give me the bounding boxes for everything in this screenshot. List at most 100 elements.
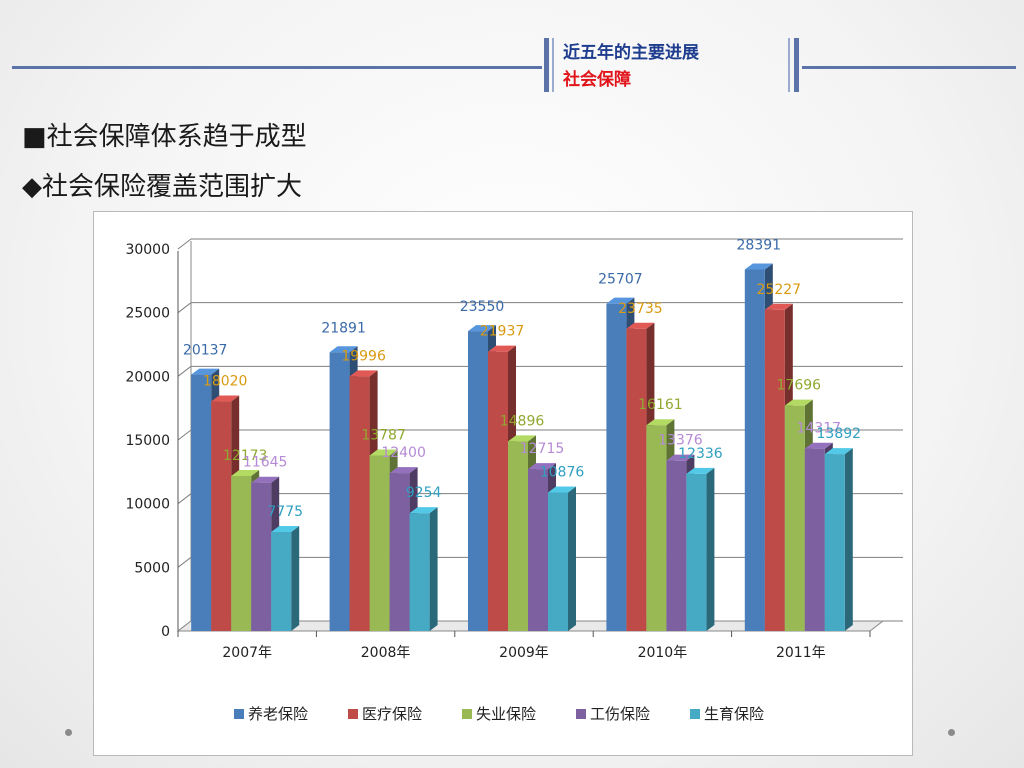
legend-label: 生育保险 [704,705,764,723]
bar-top [606,297,635,304]
bar [686,473,707,631]
x-tick-label: 2009年 [499,645,549,661]
bar [349,376,370,631]
gridline-depth [177,365,192,377]
bar [606,303,627,631]
data-label: 21891 [321,320,366,336]
bar [329,352,350,631]
data-label: 16161 [638,397,683,413]
bar [824,454,845,631]
header-rule-right [802,66,1016,69]
data-label: 13892 [817,426,862,442]
bar-top [369,449,398,456]
data-label: 17696 [777,378,822,394]
legend-label: 失业保险 [476,705,536,723]
bar [389,473,410,631]
bar-top [409,507,438,514]
data-label: 25227 [757,282,802,298]
bar-side [429,507,438,631]
bar-top [488,345,516,352]
header-block: 近五年的主要进展 社会保障 [563,40,699,94]
square-bullet-icon: ■ [22,122,47,152]
bar [468,331,488,631]
data-label: 18020 [203,374,248,390]
legend-swatch [690,709,700,719]
bar [764,309,785,631]
bar-top [824,448,853,455]
x-tick-label: 2011年 [776,645,826,661]
y-tick-label: 10000 [125,497,170,513]
legend-label: 养老保险 [248,705,308,723]
bar [804,448,825,631]
bullet-2: ◆社会保险覆盖范围扩大 [22,166,302,203]
bar [666,460,687,631]
data-label: 10876 [540,465,585,481]
data-label: 14317 [797,421,842,437]
data-label: 13787 [361,427,406,443]
legend-swatch [348,709,358,719]
legend-swatch [576,709,586,719]
diamond-bullet-icon: ◆ [22,172,42,202]
y-tick-label: 0 [161,624,170,640]
bar [271,531,292,631]
legend-swatch [234,709,244,719]
y-tick-label: 5000 [134,560,170,576]
header-bracket-right-thin [788,38,790,92]
y-tick-label: 30000 [125,242,170,258]
bar-top [744,263,773,270]
bar [528,469,548,631]
y-tick-label: 25000 [125,306,170,322]
bar [369,455,390,631]
x-tick-label: 2010年 [638,645,688,661]
data-label: 23550 [460,299,505,315]
bar [548,492,568,631]
bar [744,269,765,631]
header-bracket-left [544,38,549,92]
bar-top [686,467,715,474]
bar [211,401,232,631]
bar-side [706,467,715,631]
bar-top [191,368,220,375]
bullet-1: ■社会保障体系趋于成型 [22,116,307,153]
header-rule-left [12,66,542,69]
gridline-depth [177,429,192,441]
slide-dot-right [948,729,955,736]
y-tick-label: 20000 [125,369,170,385]
bar-chart: 0 5000 10000 15000 20000 25000 30000 2007年 2008年… [125,237,903,723]
bar-top [548,486,576,493]
y-tick-label: 15000 [125,433,170,449]
bar-top [231,469,260,476]
bar [251,482,272,631]
x-tick-label: 2008年 [361,645,411,661]
bar-top [329,346,358,353]
slide-dot-left [65,729,72,736]
bar-top [626,322,655,329]
legend-label: 医疗保险 [362,705,422,723]
data-label: 12173 [223,448,268,464]
header-subtitle: 社会保障 [563,70,631,90]
bar-top [349,370,378,377]
bar-top [271,525,300,532]
data-label: 9254 [406,485,442,501]
data-label: 12400 [381,445,426,461]
data-label: 28391 [737,237,782,253]
data-label: 11645 [243,455,288,471]
bar [626,328,647,631]
bar-side [844,448,853,631]
x-tick-label: 2007年 [222,645,272,661]
bar-top [764,303,793,310]
header-title: 近五年的主要进展 [563,43,699,63]
data-label: 20137 [183,343,228,359]
bar-top [468,325,496,332]
data-label: 13376 [658,433,703,449]
legend-label: 工伤保险 [590,705,650,723]
data-label: 12715 [520,441,565,457]
bar-top [211,395,240,402]
header-bracket-left-thin [552,38,554,92]
data-label: 23735 [618,301,663,317]
gridline-depth [177,302,192,314]
data-label: 7775 [267,504,303,520]
legend-swatch [462,709,472,719]
data-label: 12336 [678,446,723,462]
bar [488,351,508,631]
